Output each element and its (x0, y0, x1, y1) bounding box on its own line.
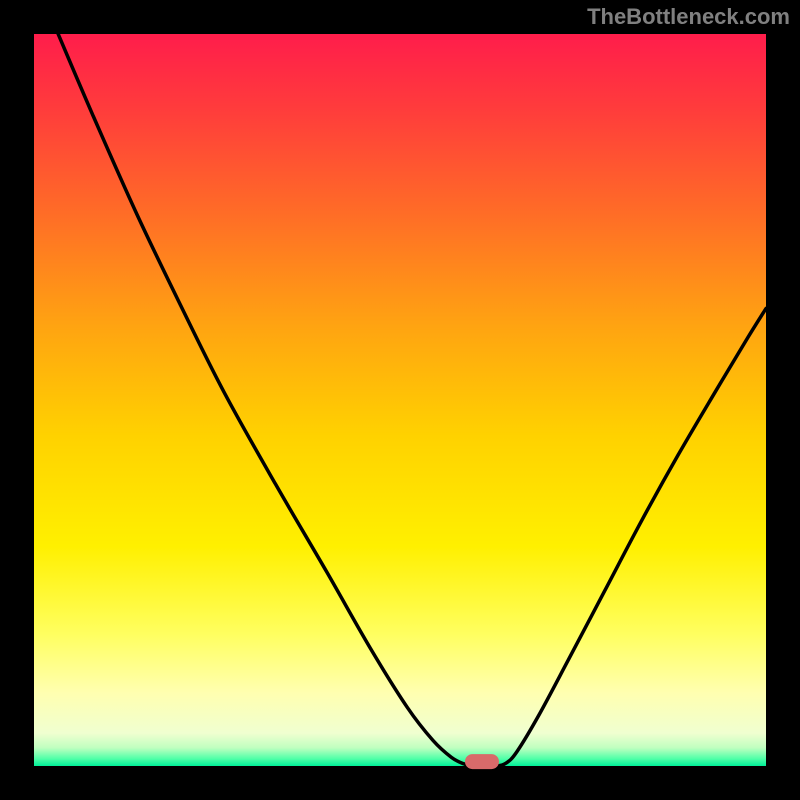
chart-svg (0, 0, 800, 800)
watermark-text: TheBottleneck.com (587, 4, 790, 30)
bottleneck-chart: TheBottleneck.com (0, 0, 800, 800)
optimum-marker (465, 754, 499, 769)
plot-area (34, 34, 766, 766)
